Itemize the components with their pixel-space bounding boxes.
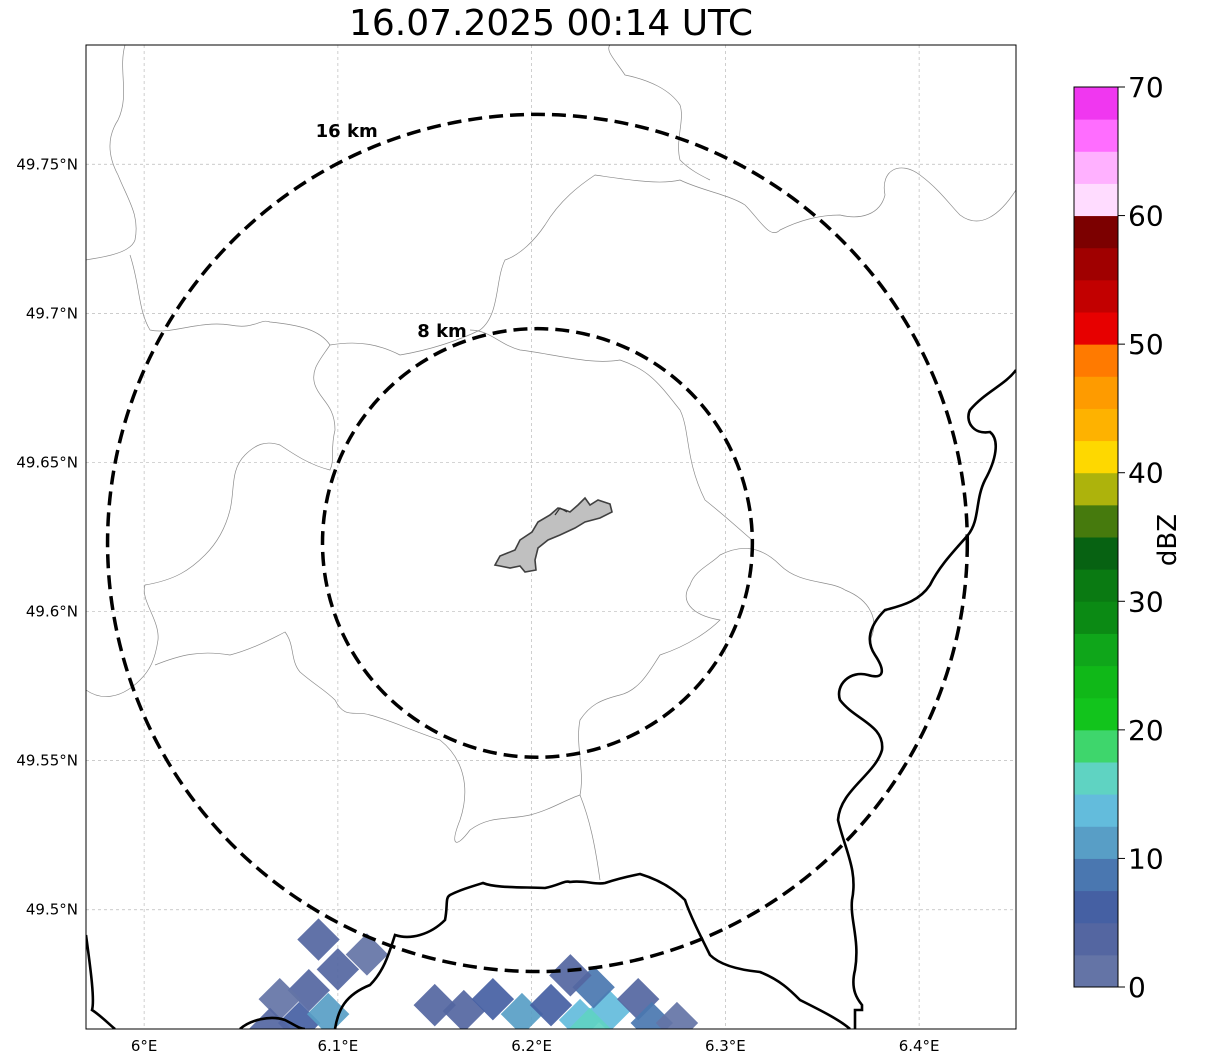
lat-tick-label: 49.65°N: [16, 453, 78, 471]
colorbar-segment: [1074, 794, 1118, 827]
range-rings: 8 km 16 km: [105, 112, 970, 974]
colorbar-segment: [1074, 472, 1118, 506]
colorbar-segment: [1074, 376, 1118, 409]
colorbar-segment: [1074, 440, 1118, 474]
map-title: 16.07.2025 00:14 UTC: [348, 3, 754, 44]
colorbar-segment: [1074, 601, 1118, 634]
colorbar-segment: [1074, 954, 1118, 988]
colorbar-frame: [1073, 86, 1119, 988]
colorbar-segment: [1074, 408, 1118, 442]
lon-tick-label: 6.1°E: [317, 1037, 358, 1055]
colorbar-segment: [1074, 729, 1118, 763]
lat-tick-label: 49.75°N: [16, 155, 78, 173]
colorbar-tick-label: 20: [1128, 714, 1164, 747]
colorbar-segment: [1074, 858, 1118, 892]
lat-tick-label: 49.7°N: [26, 304, 78, 322]
colorbar-segment: [1074, 826, 1118, 859]
colorbar-segment: [1074, 119, 1118, 152]
range-ring-label: 8 km: [417, 321, 467, 342]
range-ring: [105, 112, 970, 974]
national-border: [86, 369, 1016, 1029]
colorbar-segment: [1074, 537, 1118, 570]
colorbar-segment: [1074, 665, 1118, 699]
colorbar-segment: [1074, 151, 1118, 184]
colorbar-tick-label: 10: [1128, 842, 1164, 875]
colorbar-tick-label: 70: [1128, 71, 1164, 104]
axis-ticks: 6°E 6.1°E 6.2°E 6.3°E 6.4°E 49.75°N 49.7°N 49.6…: [16, 155, 939, 1055]
colorbar-segment: [1074, 922, 1118, 956]
lat-tick-label: 49.55°N: [16, 752, 78, 770]
colorbar-segment: [1074, 697, 1118, 731]
radar-echo-cell: [413, 983, 456, 1027]
lon-tick-label: 6.2°E: [511, 1037, 552, 1055]
radar-echoes: [248, 918, 699, 1029]
colorbar-segment: [1074, 87, 1118, 120]
colorbar-segment: [1074, 183, 1118, 217]
colorbar-tick-label: 40: [1128, 457, 1164, 490]
admin-boundaries: [86, 45, 1016, 881]
colorbar: 0 10 20 30 40 50 60 70: [1073, 71, 1164, 1004]
colorbar-segment: [1074, 279, 1118, 313]
colorbar-segment: [1074, 312, 1118, 345]
city-area-detail: [554, 507, 568, 516]
colorbar-tick-label: 50: [1128, 328, 1164, 361]
lat-tick-label: 49.5°N: [26, 901, 78, 919]
gridlines: [86, 45, 1016, 1029]
lon-tick-label: 6.3°E: [705, 1037, 746, 1055]
colorbar-segment: [1074, 569, 1118, 602]
colorbar-segment: [1074, 215, 1118, 249]
colorbar-segment: [1074, 247, 1118, 281]
range-ring: [320, 326, 755, 760]
colorbar-segment: [1074, 762, 1118, 795]
colorbar-tick-label: 60: [1128, 200, 1164, 233]
city-area: [493, 496, 613, 573]
range-ring-label: 16 km: [316, 121, 378, 142]
colorbar-tick-label: 30: [1128, 585, 1164, 618]
lon-tick-label: 6.4°E: [899, 1037, 940, 1055]
lon-tick-label: 6°E: [131, 1037, 158, 1055]
map-frame: [85, 44, 1017, 1030]
colorbar-segment: [1074, 504, 1118, 538]
colorbar-label: dBZ: [1153, 513, 1183, 567]
colorbar-segment: [1074, 890, 1118, 924]
colorbar-tick-label: 0: [1128, 971, 1146, 1004]
radar-echo-cell: [655, 1001, 699, 1029]
lat-tick-label: 49.6°N: [26, 603, 78, 621]
colorbar-segment: [1074, 344, 1118, 377]
colorbar-segment: [1074, 633, 1118, 667]
